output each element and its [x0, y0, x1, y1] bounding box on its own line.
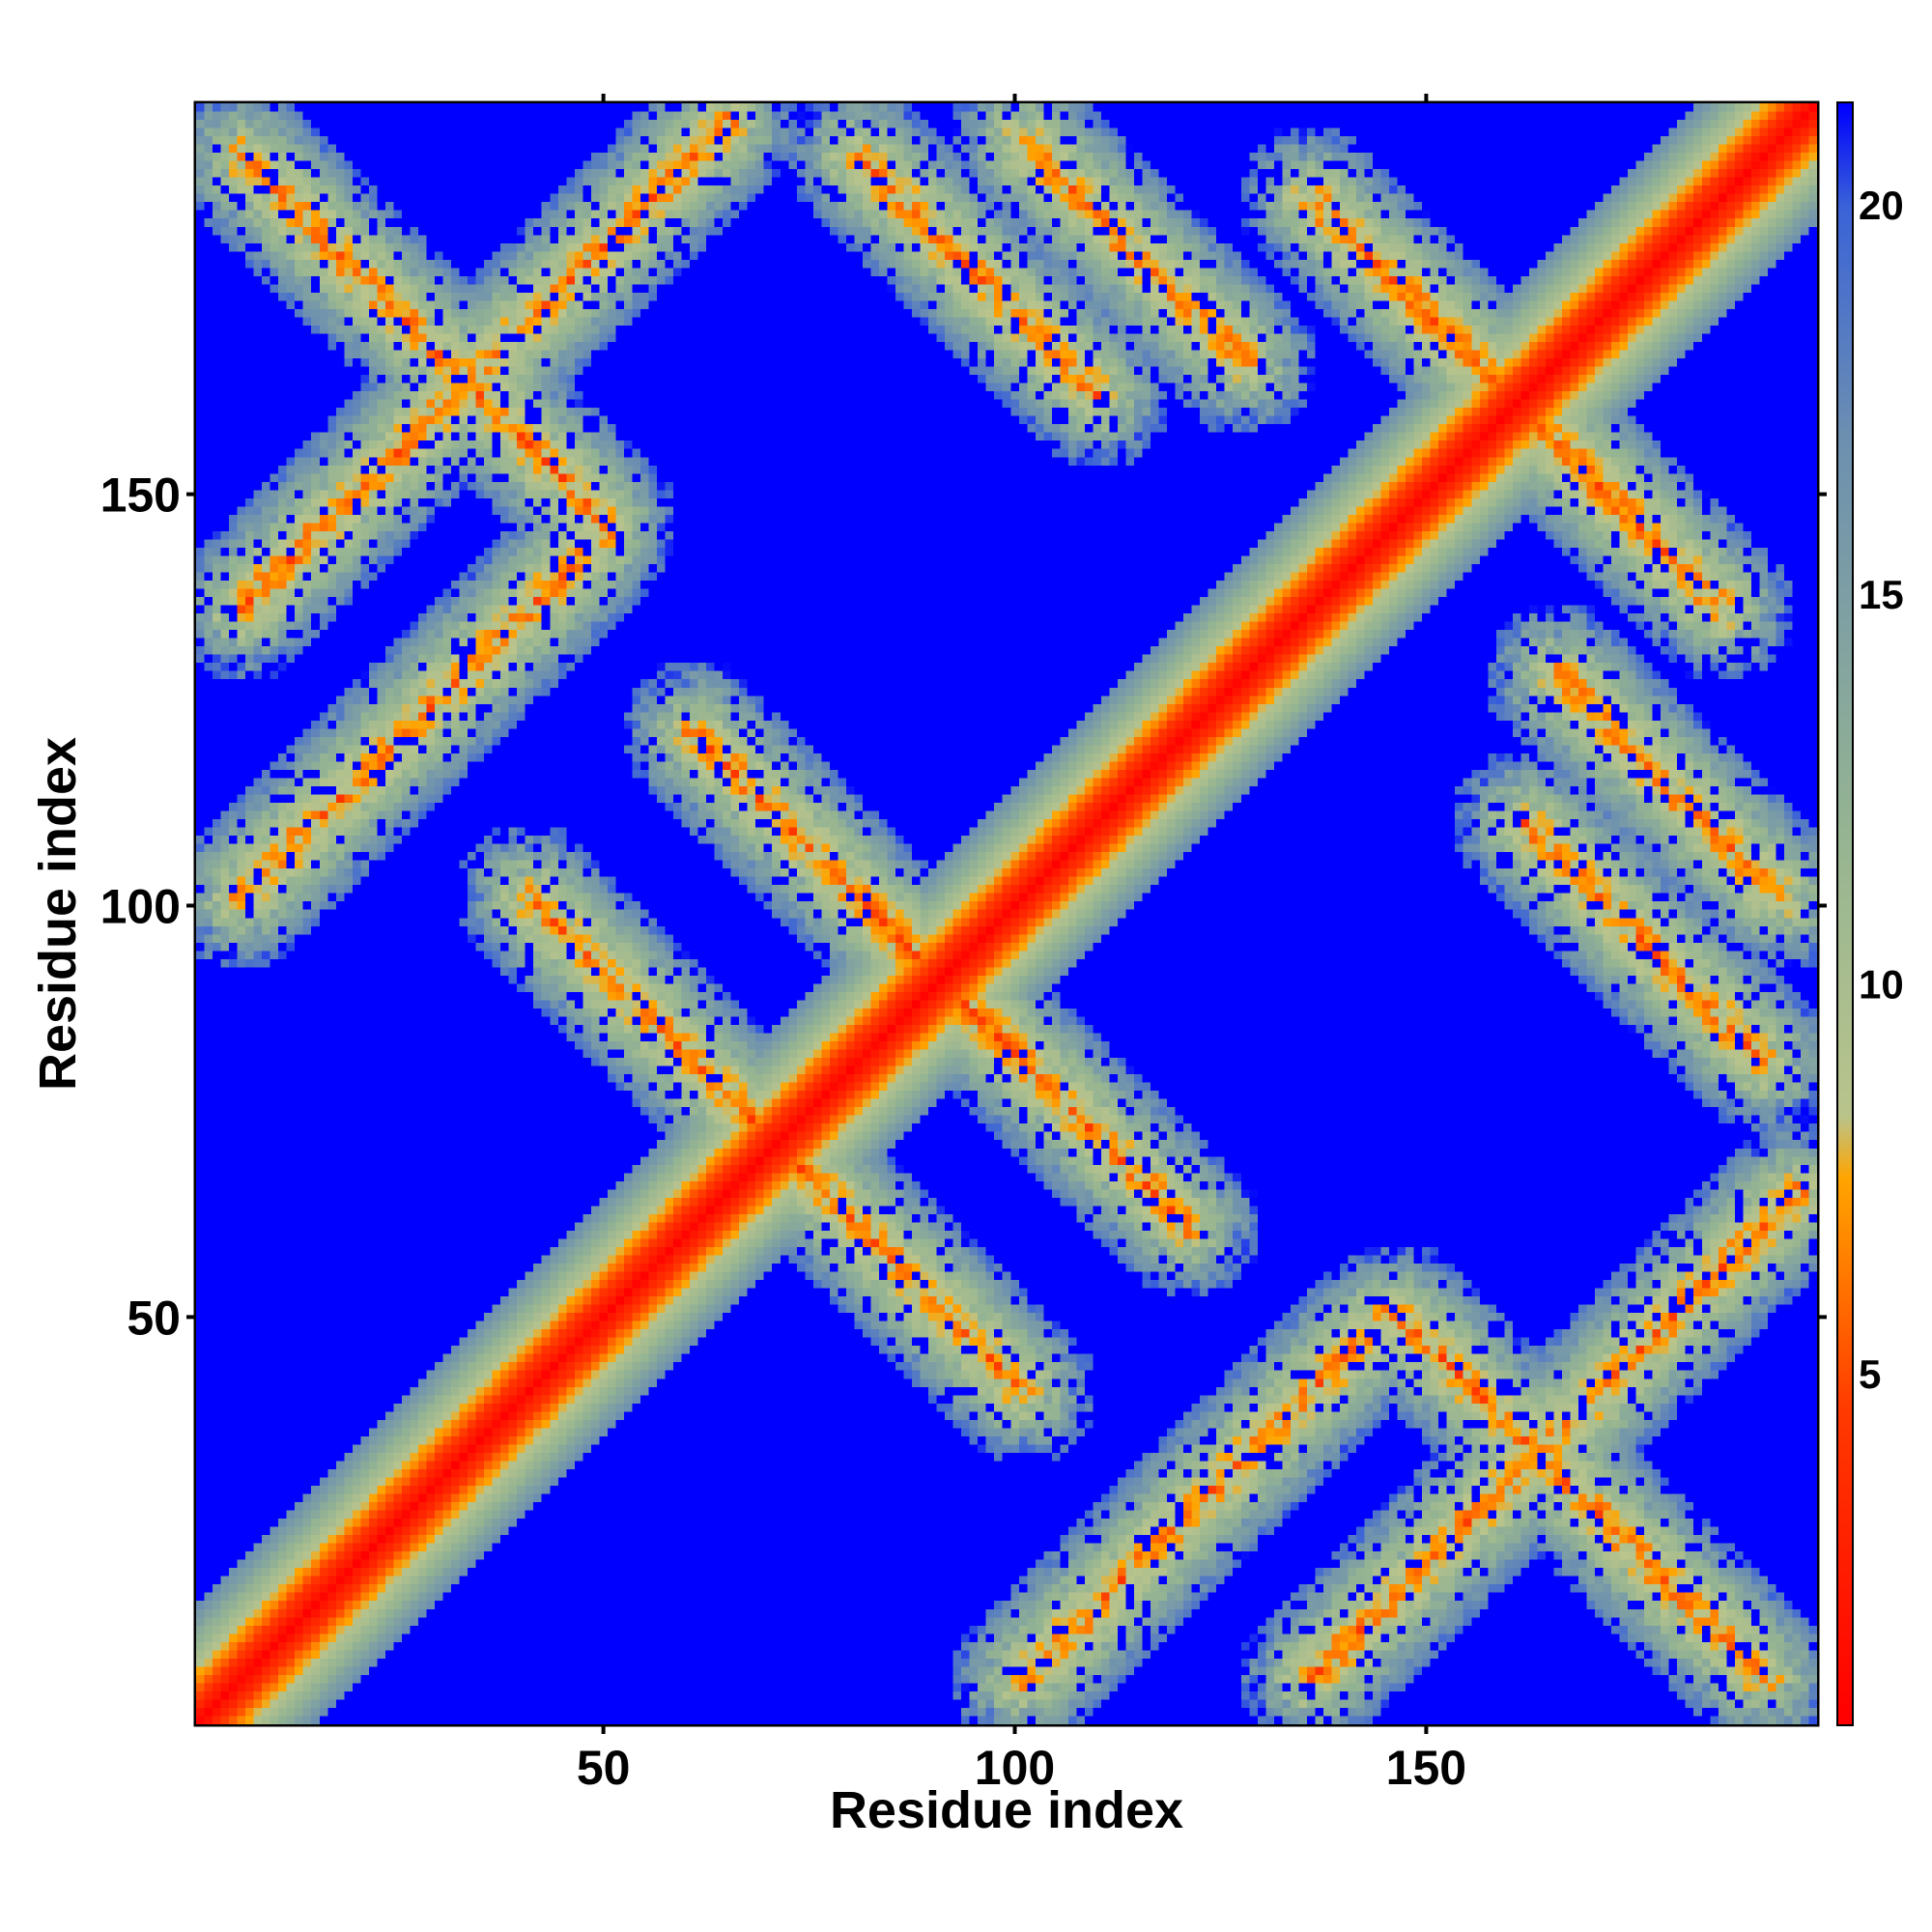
- x-tick-label: 150: [1386, 1741, 1466, 1795]
- y-tick-label: 100: [100, 879, 181, 933]
- y-tick-label: 50: [127, 1291, 181, 1345]
- colorbar: [1838, 103, 1852, 1724]
- y-axis-title: Residue index: [29, 737, 87, 1091]
- y-tick-label: 150: [100, 469, 181, 523]
- x-tick-label: 100: [975, 1741, 1055, 1795]
- colorbar-tick-label: 15: [1859, 572, 1904, 617]
- colorbar-axis: 5 10 15 20: [1859, 183, 1904, 1397]
- x-axis-title: Residue index: [830, 1781, 1183, 1839]
- colorbar-tick-label: 20: [1859, 183, 1904, 228]
- distance-matrix: [196, 103, 1817, 1724]
- colorbar-tick-label: 10: [1859, 962, 1904, 1008]
- x-tick-label: 50: [577, 1741, 631, 1795]
- y-axis: 50 100 150: [100, 469, 1827, 1345]
- x-axis: 50 100 150: [577, 94, 1466, 1795]
- colorbar-tick-label: 5: [1859, 1351, 1881, 1397]
